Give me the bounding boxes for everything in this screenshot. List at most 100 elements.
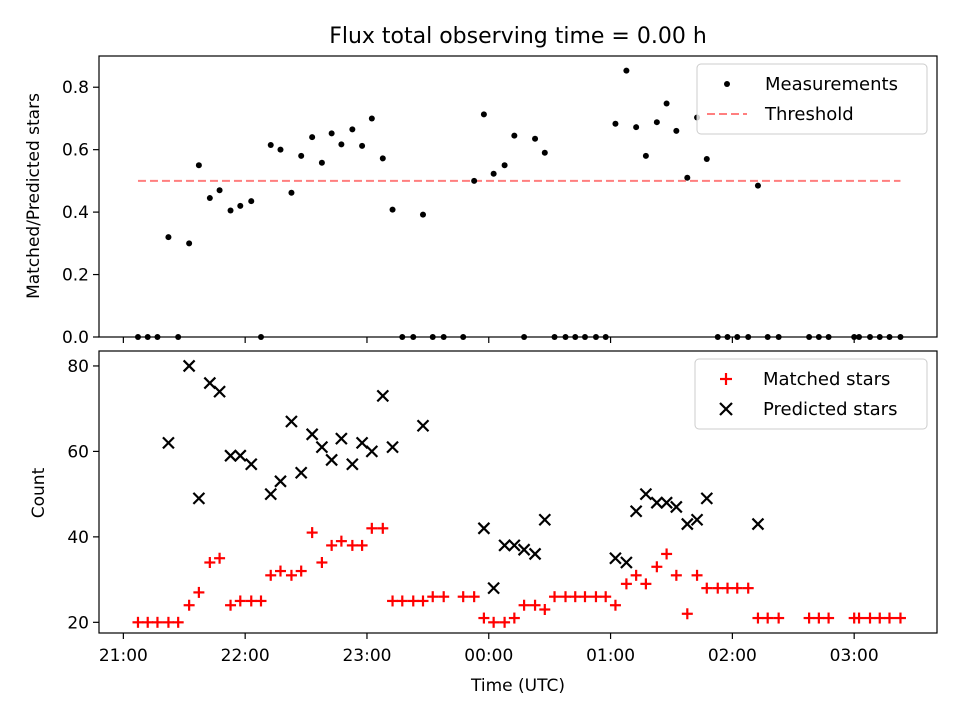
matched-star-point xyxy=(295,565,307,577)
matched-star-point xyxy=(132,616,144,628)
predicted-star-point xyxy=(234,449,247,462)
bottom-legend: Matched stars Predicted stars xyxy=(694,358,928,430)
matched-star-point xyxy=(407,595,419,607)
matched-star-point xyxy=(549,591,561,603)
matched-star-point xyxy=(306,527,318,539)
bottom-y-tick-label: 80 xyxy=(67,357,89,377)
predicted-star-point xyxy=(751,517,765,531)
matched-star-point xyxy=(234,595,246,607)
predicted-star-point xyxy=(346,457,359,471)
measurement-point xyxy=(309,134,316,141)
matched-star-point xyxy=(274,565,286,577)
matched-star-point xyxy=(151,616,163,628)
legend-measurements-marker xyxy=(724,81,730,87)
matched-star-point xyxy=(457,591,469,603)
matched-star-point xyxy=(600,591,612,603)
measurement-point xyxy=(642,152,649,159)
top-chart-title: Flux total observing time = 0.00 h xyxy=(329,24,707,49)
predicted-star-point xyxy=(325,453,338,467)
top-y-tick-label: 0.6 xyxy=(62,141,89,161)
predicted-star-point xyxy=(700,492,714,505)
matched-star-point xyxy=(508,612,520,624)
measurement-point xyxy=(277,146,284,153)
predicted-star-point xyxy=(690,513,704,527)
predicted-star-point xyxy=(629,504,643,518)
matched-star-point xyxy=(142,616,154,628)
top-y-tick-label: 0.8 xyxy=(62,78,89,98)
matched-star-point xyxy=(651,561,663,573)
matched-star-point xyxy=(691,569,703,581)
bottom-panel: 20 40 60 80 21:00 22:00 23:00 00:00 01:00 02:00 03… xyxy=(29,350,938,696)
matched-star-point xyxy=(326,539,338,551)
matched-star-point xyxy=(670,569,682,581)
matched-star-point xyxy=(346,539,358,551)
predicted-star-point xyxy=(305,428,319,441)
predicted-star-point xyxy=(376,389,390,403)
predicted-star-point xyxy=(650,496,664,509)
matched-star-point xyxy=(569,591,581,603)
matched-star-point xyxy=(162,616,174,628)
matched-star-point xyxy=(813,612,825,624)
bottom-y-axis-label: Count xyxy=(29,467,49,518)
measurement-point xyxy=(349,126,356,133)
matched-star-point xyxy=(590,591,602,603)
predicted-star-point xyxy=(416,419,430,433)
predicted-star-point xyxy=(681,517,694,531)
matched-star-point xyxy=(894,612,906,624)
predicted-star-point xyxy=(660,496,673,509)
measurement-point xyxy=(673,127,680,134)
measurement-point xyxy=(612,120,619,127)
matched-star-point xyxy=(499,616,511,628)
measurement-point xyxy=(368,115,375,122)
predicted-star-point xyxy=(192,492,206,505)
top-marks xyxy=(134,67,904,340)
measurement-point xyxy=(298,152,305,159)
bottom-y-tick-label: 20 xyxy=(67,613,89,633)
matched-star-point xyxy=(752,612,764,624)
predicted-star-point xyxy=(508,539,521,552)
predicted-star-point xyxy=(386,440,399,454)
top-legend-box xyxy=(696,63,928,135)
bottom-axes-frame xyxy=(98,350,938,634)
bottom-x-axis-label: Time (UTC) xyxy=(470,676,565,696)
legend-threshold-label: Threshold xyxy=(764,104,854,125)
matched-star-point xyxy=(316,557,328,568)
matched-star-point xyxy=(396,595,408,607)
matched-star-point xyxy=(193,586,205,598)
measurement-point xyxy=(623,67,630,74)
measurement-point xyxy=(318,159,325,166)
matched-star-point xyxy=(773,612,785,624)
predicted-star-point xyxy=(224,449,237,462)
measurement-point xyxy=(248,198,255,205)
matched-star-point xyxy=(366,522,378,534)
matched-star-point xyxy=(529,599,541,611)
matched-star-point xyxy=(864,612,876,624)
predicted-star-point xyxy=(498,539,511,552)
matched-star-point xyxy=(245,595,257,607)
predicted-star-point xyxy=(517,543,531,556)
top-ticks: 0.0 0.2 0.4 0.6 0.8 xyxy=(62,78,855,348)
matched-star-point xyxy=(803,612,815,624)
predicted-star-point xyxy=(528,547,542,561)
matched-star-point xyxy=(204,557,216,568)
matched-star-point xyxy=(214,552,226,564)
predicted-star-point xyxy=(609,551,622,565)
matched-star-point xyxy=(255,595,267,607)
measurement-point xyxy=(480,111,487,118)
legend-predicted-marker xyxy=(719,402,733,416)
predicted-star-point xyxy=(639,487,653,501)
top-axes-frame xyxy=(98,55,938,338)
matched-star-point xyxy=(640,578,652,590)
predicted-star-point xyxy=(335,432,348,445)
predicted-star-point xyxy=(244,457,258,471)
matched-star-point xyxy=(742,582,754,594)
matched-star-point xyxy=(762,612,774,624)
predicted-star-point xyxy=(315,440,329,454)
predicted-star-point xyxy=(162,436,175,450)
measurement-point xyxy=(653,119,660,126)
measurement-point xyxy=(511,132,518,139)
bottom-y-tick-label: 40 xyxy=(67,528,89,548)
predicted-star-point xyxy=(285,415,298,428)
bottom-legend-box xyxy=(694,358,928,430)
